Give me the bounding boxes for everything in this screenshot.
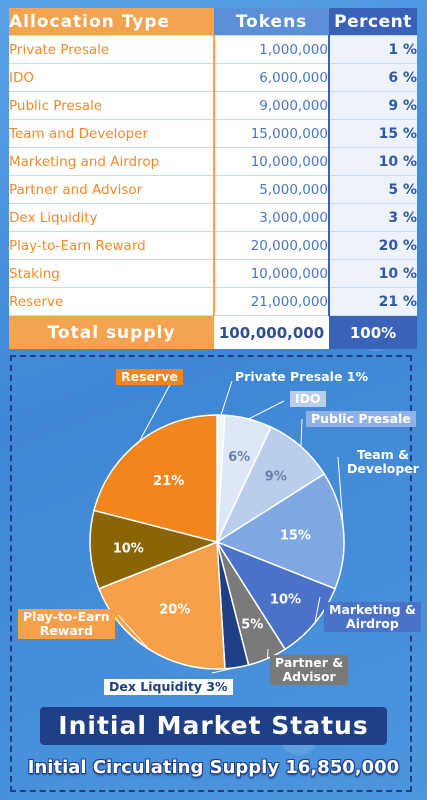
table-row: Partner and Advisor 5,000,000 5 % [9, 175, 417, 204]
row-percent: 3 % [328, 203, 417, 232]
total-row: Total supply 100,000,000 100% [9, 315, 417, 349]
row-tokens: 20,000,000 [214, 231, 329, 260]
pie-value-label: 6% [228, 450, 250, 465]
table-row: IDO 6,000,000 6 % [9, 63, 417, 92]
row-tokens: 15,000,000 [214, 119, 329, 148]
table-row: Dex Liquidity 3,000,000 3 % [9, 203, 417, 232]
table-row: Private Presale 1,000,000 1 % [9, 35, 417, 64]
pie-leader-line [248, 400, 285, 420]
table-row: Play-to-Earn Reward 20,000,000 20 % [9, 231, 417, 260]
pie-leader-line [314, 596, 321, 624]
header-percent: Percent [329, 8, 417, 36]
row-percent: 9 % [328, 91, 417, 120]
table-row: Staking 10,000,000 10 % [9, 259, 417, 288]
pie-slice [89, 509, 220, 590]
pie-callout-label: Partner & Advisor [270, 655, 349, 685]
pie-leader-line [211, 666, 237, 674]
row-name: Team and Developer [9, 119, 215, 148]
pie-chart: 6% 9% 15% 10% 5% 20% 10% 21% [89, 380, 345, 674]
row-percent: 1 % [328, 35, 417, 64]
pie-leader-line [117, 614, 150, 650]
row-name: Play-to-Earn Reward [9, 231, 215, 260]
row-percent: 10 % [328, 259, 417, 288]
row-name: Reserve [9, 287, 215, 316]
row-name: Public Presale [9, 91, 215, 120]
pie-value-label: 10% [113, 542, 144, 557]
row-name: IDO [9, 63, 215, 92]
pie-leader-line [138, 380, 173, 442]
row-tokens: 10,000,000 [214, 147, 329, 176]
pie-leader-line [337, 456, 344, 531]
pie-value-label: 9% [265, 469, 287, 484]
total-label: Total supply [9, 315, 214, 349]
pie-value-label: 20% [159, 602, 190, 617]
pie-callout-label: Public Presale [306, 411, 416, 427]
row-name: Dex Liquidity [9, 203, 215, 232]
pie-slice [215, 472, 345, 590]
row-tokens: 6,000,000 [214, 63, 329, 92]
row-percent: 20 % [328, 231, 417, 260]
pie-callout-label: Reserve [116, 369, 183, 385]
row-percent: 5 % [328, 175, 417, 204]
row-name: Partner and Advisor [9, 175, 215, 204]
table-row: Public Presale 9,000,000 9 % [9, 91, 417, 120]
pie-callout-label: Private Presale 1% [235, 369, 369, 384]
row-name: Staking [9, 259, 215, 288]
circulating-supply-text: Initial Circulating Supply 16,850,000 [27, 757, 400, 778]
pie-callout-label: Play-to-Earn Reward [18, 609, 115, 639]
row-tokens: 10,000,000 [214, 259, 329, 288]
row-percent: 15 % [328, 119, 417, 148]
table-row: Team and Developer 15,000,000 15 % [9, 119, 417, 148]
row-tokens: 3,000,000 [214, 203, 329, 232]
row-tokens: 5,000,000 [214, 175, 329, 204]
market-status-title: Initial Market Status [40, 707, 387, 745]
table-header-row: Allocation Type Tokens Percent [9, 8, 417, 36]
pie-value-label: 21% [153, 474, 184, 489]
row-name: Private Presale [9, 35, 215, 64]
pie-callout-label: Team & Developer [347, 447, 419, 476]
allocation-table: Allocation Type Tokens Percent Private P… [9, 8, 417, 349]
pie-leader-line [220, 380, 233, 416]
header-tokens: Tokens [214, 8, 329, 36]
pie-leader-line [300, 418, 303, 447]
table-row: Marketing and Airdrop 10,000,000 10 % [9, 147, 417, 176]
pie-value-label: 10% [270, 593, 301, 608]
row-tokens: 9,000,000 [214, 91, 329, 120]
row-percent: 21 % [328, 287, 417, 316]
header-allocation-type: Allocation Type [9, 8, 214, 36]
pie-value-label: 5% [241, 618, 263, 633]
total-tokens: 100,000,000 [214, 315, 329, 349]
pie-value-label: 15% [280, 529, 311, 544]
row-tokens: 21,000,000 [214, 287, 329, 316]
row-percent: 10 % [328, 147, 417, 176]
row-percent: 6 % [328, 63, 417, 92]
pie-leader-line [266, 648, 269, 659]
total-percent: 100% [329, 315, 417, 349]
pie-callout-label: Marketing & Airdrop [324, 602, 421, 632]
row-tokens: 1,000,000 [214, 35, 329, 64]
row-name: Marketing and Airdrop [9, 147, 215, 176]
table-row: Reserve 21,000,000 21 % [9, 287, 417, 316]
pie-chart-frame: 6% 9% 15% 10% 5% 20% 10% 21% Private Presale 1%… [10, 355, 421, 792]
pie-callout-label: IDO [290, 391, 326, 407]
pie-callout-label: Dex Liquidity 3% [104, 679, 233, 695]
